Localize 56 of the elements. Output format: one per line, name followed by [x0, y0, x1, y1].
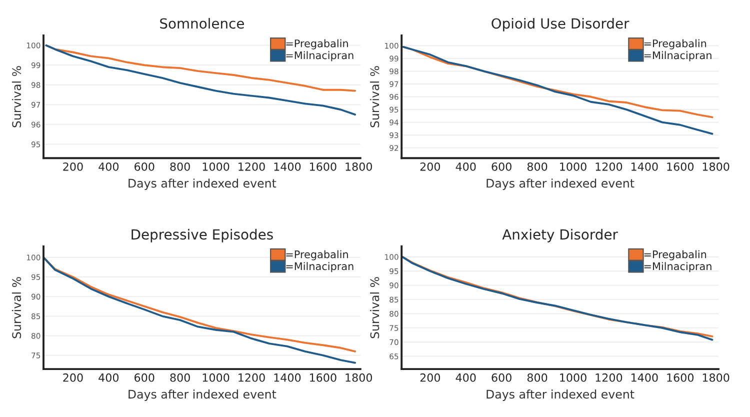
x-tick-label: 400	[456, 373, 476, 382]
legend-label: =Milnacipran	[644, 262, 712, 272]
x-tick-label: 400	[98, 162, 119, 171]
x-tick-label: 1800	[346, 373, 372, 382]
x-tick-label: 400	[456, 162, 476, 171]
chart-title: Opioid Use Disorder	[492, 18, 630, 32]
x-tick-label: 1200	[596, 373, 622, 382]
x-tick-label: 200	[420, 373, 440, 382]
legend-label: =Pregabalin	[644, 250, 706, 260]
legend-label: =Milnacipran	[286, 51, 354, 62]
x-tick-label: 400	[98, 373, 119, 382]
x-tick-label: 1800	[702, 162, 730, 171]
x-tick-label: 1800	[702, 373, 730, 382]
x-tick-label: 200	[420, 162, 440, 171]
chart-title: Anxiety Disorder	[502, 228, 618, 242]
x-axis-title: Days after indexed event	[128, 178, 276, 190]
x-tick-label: 600	[492, 373, 512, 382]
y-axis-title: Survival %	[12, 66, 22, 128]
x-axis-title: Days after indexed event	[486, 390, 634, 401]
x-tick-label: 1200	[596, 162, 622, 171]
legend-label: =Pregabalin	[286, 39, 348, 50]
x-tick-label: 1200	[238, 162, 265, 171]
x-axis-title: Days after indexed event	[486, 178, 634, 190]
y-axis-title: Survival %	[12, 277, 22, 338]
y-axis-title: Survival %	[370, 66, 380, 128]
x-tick-label: 1400	[274, 162, 301, 171]
chart-title: Depressive Episodes	[132, 228, 273, 242]
x-tick-label: 1600	[667, 373, 694, 382]
x-tick-label: 1800	[346, 162, 372, 171]
x-axis-title: Days after indexed event	[128, 390, 276, 401]
x-tick-label: 1400	[631, 373, 658, 382]
legend-label: =Pregabalin	[644, 39, 706, 50]
x-tick-label: 600	[134, 162, 154, 171]
chart-title: Somnolence	[160, 18, 244, 29]
legend-label: =Pregabalin	[286, 250, 348, 260]
legend-label: =Milnacipran	[286, 262, 354, 272]
x-tick-label: 1000	[560, 373, 586, 382]
x-tick-label: 1400	[631, 162, 658, 171]
x-tick-label: 800	[527, 373, 548, 382]
x-tick-label: 1000	[202, 373, 230, 382]
x-tick-label: 200	[63, 162, 83, 171]
y-axis-title: Survival %	[370, 277, 380, 338]
x-tick-label: 200	[63, 373, 83, 382]
x-tick-label: 600	[134, 373, 154, 382]
x-tick-label: 800	[527, 162, 548, 171]
x-tick-label: 800	[170, 162, 190, 171]
x-tick-label: 1600	[310, 373, 336, 382]
x-tick-label: 1200	[238, 373, 265, 382]
x-tick-label: 600	[492, 162, 512, 171]
x-tick-label: 1600	[310, 162, 336, 171]
x-tick-label: 1600	[667, 162, 694, 171]
x-tick-label: 1000	[202, 162, 230, 171]
legend-label: =Milnacipran	[644, 51, 712, 62]
x-tick-label: 800	[170, 373, 190, 382]
x-tick-label: 1400	[274, 373, 301, 382]
x-tick-label: 1000	[560, 162, 586, 171]
